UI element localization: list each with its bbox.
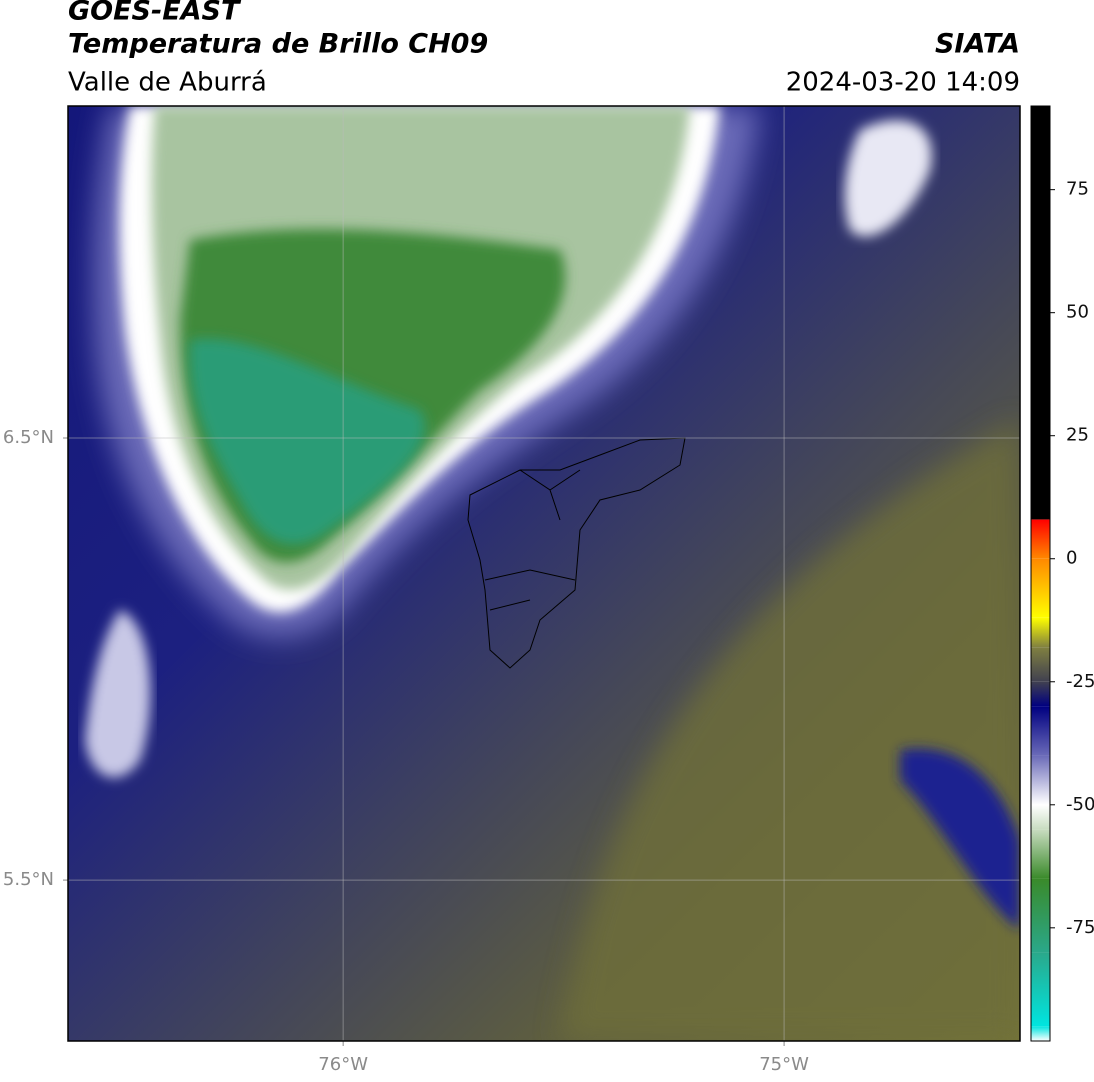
colorbar-segment: [1031, 617, 1050, 648]
colorbar-segment: [1031, 829, 1050, 879]
subtitle: Valle de Aburrá: [68, 68, 267, 98]
colorbar-segment: [1031, 706, 1050, 756]
colorbar-segment: [1031, 558, 1050, 618]
colorbar-tick-label: 50: [1066, 302, 1089, 323]
colorbar-tick-label: 75: [1066, 179, 1089, 200]
source: SIATA: [935, 29, 1020, 60]
map-frame: [67, 105, 1021, 1042]
colorbar-segment: [1031, 106, 1050, 520]
colorbar-segment: [1031, 519, 1050, 520]
colorbar-tick-label: -50: [1066, 794, 1094, 815]
colorbar-segment: [1031, 681, 1050, 707]
title-2: Temperatura de Brillo CH09: [68, 29, 488, 60]
x-tick-label: 76°W: [318, 1054, 368, 1075]
satellite-image: [68, 106, 1020, 1041]
colorbar-segment: [1031, 878, 1050, 953]
y-tick-label: 6.5°N: [3, 427, 54, 448]
colorbar-tick-label: 0: [1066, 548, 1077, 569]
colorbar-tick-label: -75: [1066, 917, 1094, 938]
colorbar-frame: [1030, 105, 1051, 1042]
municipality-outline: [467, 437, 686, 669]
y-tick-label: 5.5°N: [3, 869, 54, 890]
datetime: 2024-03-20 14:09: [786, 68, 1020, 98]
colorbar-segment: [1031, 1026, 1050, 1041]
title-1: GOES-EAST: [68, 0, 242, 27]
x-tick-label: 75°W: [759, 1054, 809, 1075]
colorbar-segment: [1031, 804, 1050, 830]
colorbar-segment: [1031, 755, 1050, 805]
colorbar-tick-label: -25: [1066, 671, 1094, 692]
colorbar-tick-label: 25: [1066, 425, 1089, 446]
colorbar-segment: [1031, 519, 1050, 559]
colorbar-segment: [1031, 952, 1050, 1027]
colorbar-segment: [1031, 647, 1050, 682]
